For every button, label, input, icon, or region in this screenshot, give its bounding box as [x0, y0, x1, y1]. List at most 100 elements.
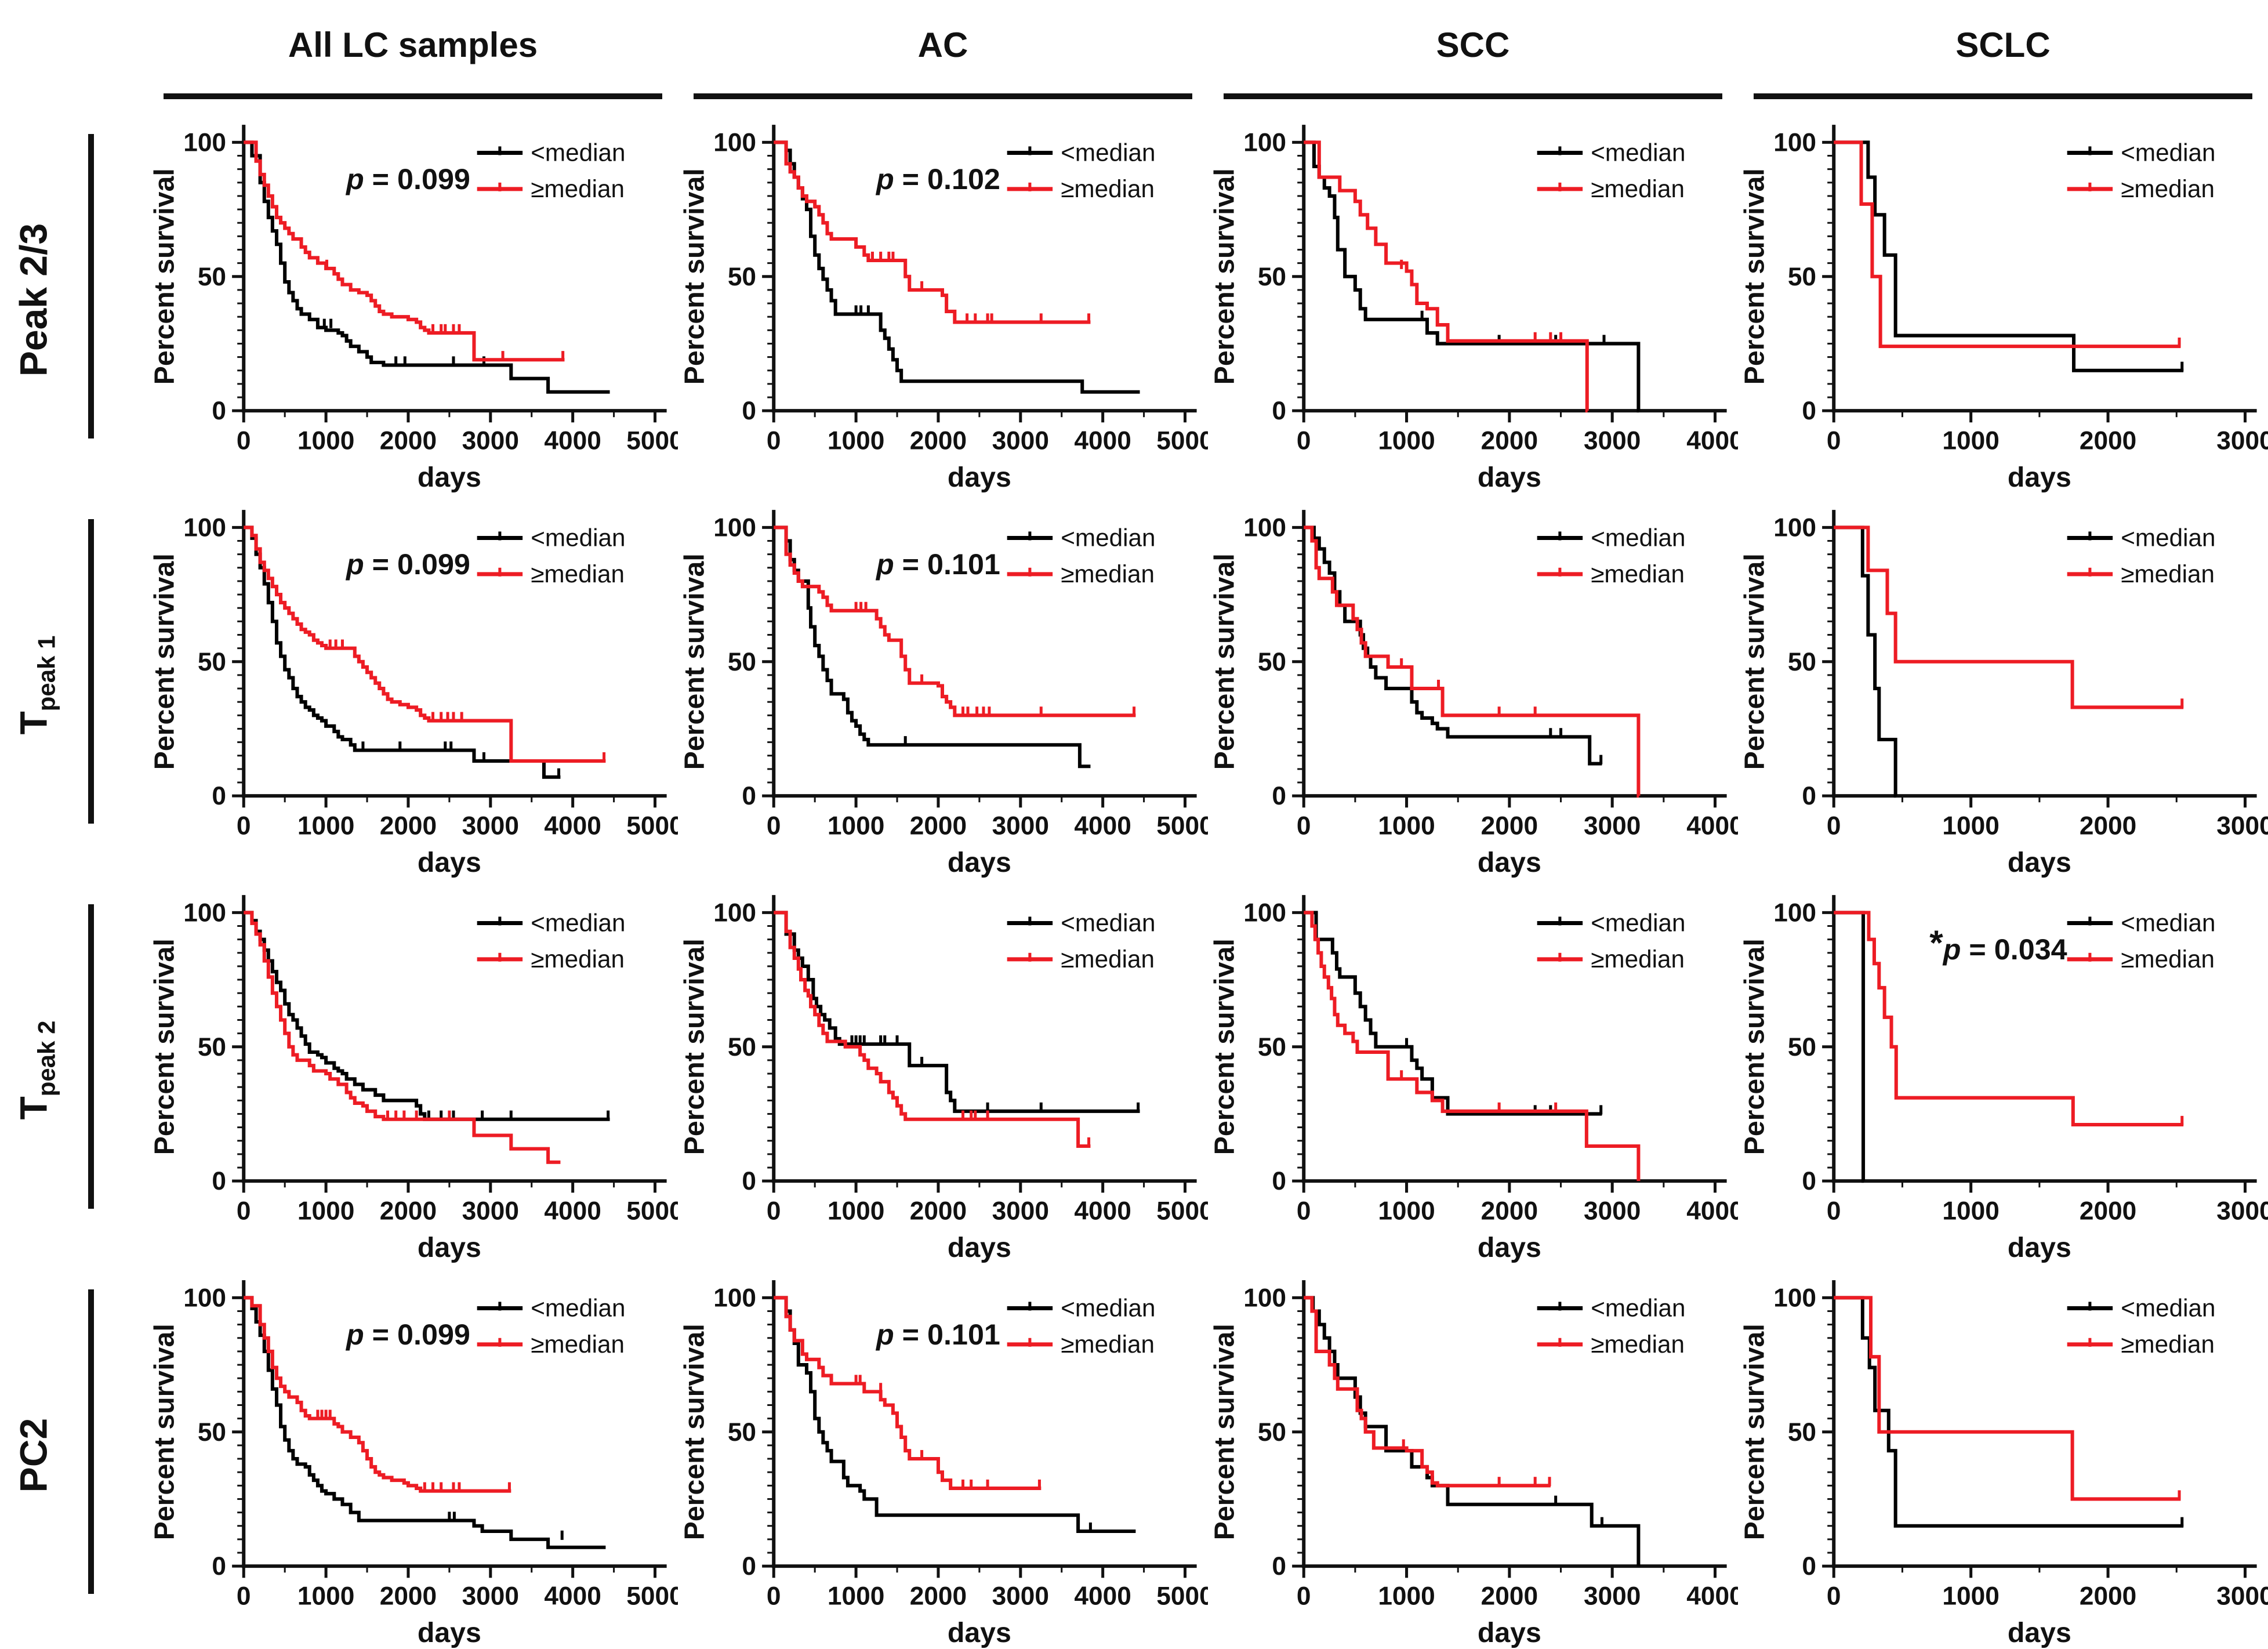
y-axis-label: Percent survival: [1739, 1324, 1770, 1540]
legend-label: ≥median: [1061, 175, 1155, 202]
svg-text:2000: 2000: [1481, 812, 1538, 840]
column-header-underline: [1754, 93, 2252, 99]
x-axis-label: days: [948, 462, 1011, 492]
svg-text:2000: 2000: [2080, 427, 2136, 455]
svg-text:1000: 1000: [1378, 1582, 1435, 1611]
svg-text:100: 100: [1243, 128, 1286, 157]
svg-text:2000: 2000: [910, 812, 967, 840]
svg-text:4000: 4000: [1074, 1582, 1131, 1611]
y-axis-label: Percent survival: [1209, 938, 1240, 1155]
km-curve-below-median: [774, 911, 1140, 1113]
km-curve-above-median: [774, 525, 1136, 717]
svg-text:0: 0: [1827, 1582, 1841, 1611]
km-curve-above-median: [1834, 1296, 2181, 1501]
row-label-peak-2-3-text: Peak 2/3: [12, 223, 55, 377]
svg-text:100: 100: [713, 898, 756, 927]
svg-text:50: 50: [1258, 263, 1286, 291]
panel-all-lc-pc2: 0 50 100 0 1000 2000 3000 4000 5000 days Percent s…: [148, 1263, 678, 1648]
svg-text:0: 0: [1827, 427, 1841, 455]
svg-text:3000: 3000: [462, 1582, 519, 1611]
row-divider-line: [88, 904, 94, 1209]
svg-text:1000: 1000: [297, 1197, 354, 1226]
svg-text:2000: 2000: [2080, 812, 2136, 840]
svg-text:100: 100: [183, 513, 226, 542]
row-label-tpeak1: Tpeak 1: [0, 492, 148, 878]
y-axis-label: Percent survival: [1209, 168, 1240, 385]
svg-text:50: 50: [728, 648, 756, 676]
column-header-ac-label: AC: [917, 26, 968, 64]
x-axis-label: days: [418, 847, 481, 878]
y-axis-label: Percent survival: [679, 168, 710, 385]
svg-text:50: 50: [728, 1418, 756, 1447]
svg-text:0: 0: [742, 397, 756, 425]
row-label-tpeak2: Tpeak 2: [0, 878, 148, 1263]
x-axis-label: days: [948, 847, 1011, 878]
y-axis-label: Percent survival: [1209, 553, 1240, 770]
svg-text:0: 0: [1297, 1582, 1311, 1611]
svg-text:100: 100: [1773, 128, 1816, 157]
svg-text:2000: 2000: [2080, 1582, 2136, 1611]
legend-label: ≥median: [2121, 1331, 2215, 1358]
y-axis-label: Percent survival: [149, 553, 180, 770]
corner-spacer: [0, 0, 148, 107]
svg-text:5000: 5000: [626, 1582, 678, 1611]
panel-ac-pc2: 0 50 100 0 1000 2000 3000 4000 5000 days Percent s…: [678, 1263, 1208, 1648]
svg-text:100: 100: [713, 513, 756, 542]
y-axis-label: Percent survival: [1739, 168, 1770, 385]
panel-scc-tpeak2: 0 50 100 0 1000 2000 3000 4000 days Percent survi…: [1208, 878, 1738, 1263]
column-header-underline: [1224, 93, 1722, 99]
svg-text:4000: 4000: [1686, 1582, 1738, 1611]
svg-text:3000: 3000: [992, 1197, 1049, 1226]
svg-text:50: 50: [728, 263, 756, 291]
svg-text:50: 50: [728, 1033, 756, 1061]
column-header-scc: SCC: [1208, 0, 1738, 107]
panel-sclc-peak-2-3: 0 50 100 0 1000 2000 3000 days Percent survival <…: [1738, 107, 2268, 492]
svg-text:0: 0: [237, 1197, 251, 1226]
svg-text:4000: 4000: [1686, 812, 1738, 840]
km-curve-above-median: [244, 525, 606, 763]
km-curve-above-median: [244, 911, 561, 1164]
row-divider-line: [88, 1289, 94, 1594]
km-curve-above-median: [244, 1296, 511, 1493]
svg-text:4000: 4000: [1074, 812, 1131, 840]
legend-label: ≥median: [2121, 560, 2215, 588]
y-axis-label: Percent survival: [1209, 1324, 1240, 1540]
panel-all-lc-tpeak1: 0 50 100 0 1000 2000 3000 4000 5000 days Percent s…: [148, 492, 678, 878]
km-curve-below-median: [1834, 140, 2184, 372]
x-axis-label: days: [418, 1232, 481, 1263]
legend-label: <median: [2121, 1295, 2215, 1322]
legend-label: ≥median: [531, 175, 625, 202]
svg-text:100: 100: [183, 1284, 226, 1312]
km-curve-above-median: [1304, 140, 1589, 413]
p-value-label: p = 0.102: [875, 162, 1000, 195]
svg-text:100: 100: [1243, 898, 1286, 927]
panel-sclc-pc2: 0 50 100 0 1000 2000 3000 days Percent survival <…: [1738, 1263, 2268, 1648]
p-value-label: p = 0.099: [345, 548, 470, 581]
legend-label: ≥median: [531, 560, 625, 588]
svg-text:0: 0: [1272, 397, 1286, 425]
p-value-label: p = 0.099: [345, 1318, 470, 1351]
km-curve-below-median: [1834, 1296, 2184, 1528]
svg-text:4000: 4000: [544, 1582, 601, 1611]
svg-text:0: 0: [1827, 1197, 1841, 1226]
svg-text:50: 50: [198, 1418, 226, 1447]
km-curve-above-median: [774, 1296, 1042, 1490]
legend-label: <median: [1591, 1295, 1685, 1322]
svg-text:0: 0: [237, 812, 251, 840]
legend-label: ≥median: [1061, 1331, 1155, 1358]
legend-label: ≥median: [1061, 945, 1155, 973]
row-label-pc2-text: PC2: [12, 1418, 55, 1493]
legend-label: <median: [2121, 524, 2215, 552]
svg-text:5000: 5000: [1156, 1582, 1208, 1611]
svg-text:3000: 3000: [462, 427, 519, 455]
svg-text:2000: 2000: [910, 427, 967, 455]
column-header-all-lc: All LC samples: [148, 0, 678, 107]
svg-text:4000: 4000: [1074, 427, 1131, 455]
column-header-underline: [694, 93, 1192, 99]
y-axis-label: Percent survival: [1739, 938, 1770, 1155]
